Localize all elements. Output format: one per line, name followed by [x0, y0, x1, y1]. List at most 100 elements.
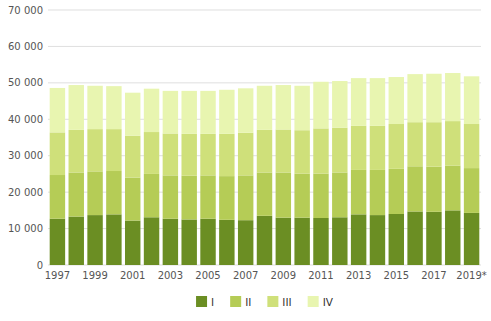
bar-segment — [163, 175, 178, 218]
y-tick-label: 0 — [37, 260, 43, 271]
bar-segment — [200, 219, 215, 265]
bar-segment — [50, 219, 65, 265]
bar-segment — [464, 124, 479, 168]
bar-segment — [125, 178, 140, 221]
y-tick-label: 40 000 — [8, 114, 43, 125]
bar-segment — [219, 134, 234, 176]
legend-swatch — [267, 296, 278, 307]
bar-segment — [181, 219, 196, 265]
bar-segment — [445, 166, 460, 211]
bar-segment — [238, 88, 253, 132]
x-tick-label: 2003 — [158, 270, 183, 281]
bar-segment — [125, 136, 140, 178]
x-tick-label: 2007 — [233, 270, 258, 281]
bar-segment — [257, 86, 272, 130]
bar-segment — [294, 130, 309, 173]
bar-segment — [426, 212, 441, 265]
bar-segment — [294, 218, 309, 265]
x-tick-label: 2013 — [346, 270, 371, 281]
bar-segment — [219, 176, 234, 220]
bar-segment — [125, 221, 140, 265]
bar-segment — [219, 90, 234, 134]
bar-segment — [445, 73, 460, 121]
bar-segment — [87, 86, 102, 129]
bar-segment — [332, 128, 347, 173]
bar-segment — [163, 219, 178, 265]
bar-segment — [50, 132, 65, 175]
bar-segment — [276, 129, 291, 172]
bar-segment — [464, 76, 479, 124]
bar-segment — [200, 91, 215, 134]
bar-segment — [181, 91, 196, 134]
bar-segment — [69, 172, 84, 216]
bar-segment — [332, 217, 347, 265]
bar-segment — [69, 130, 84, 173]
bar-segment — [313, 128, 328, 173]
x-tick-label: 2011 — [308, 270, 333, 281]
bar-segment — [407, 74, 422, 122]
bar-segment — [50, 175, 65, 219]
bar-segment — [163, 133, 178, 175]
x-tick-label: 1999 — [82, 270, 107, 281]
bar-segment — [370, 78, 385, 126]
bar-segment — [389, 214, 404, 265]
y-tick-label: 50 000 — [8, 77, 43, 88]
legend-label: II — [245, 296, 251, 308]
x-tick-label: 2017 — [421, 270, 446, 281]
bar-segment — [407, 122, 422, 166]
legend-item: I — [196, 296, 214, 308]
bar-segment — [313, 218, 328, 265]
chart: 010 00020 00030 00040 00050 00060 00070 … — [0, 0, 491, 321]
legend-item: II — [230, 296, 251, 308]
bar-segment — [238, 133, 253, 176]
bar-segment — [332, 172, 347, 217]
bar-segment — [69, 217, 84, 265]
bar-segment — [445, 121, 460, 165]
bar-segment — [219, 220, 234, 265]
y-axis: 010 00020 00030 00040 00050 00060 00070 … — [8, 5, 43, 271]
bar-segment — [238, 175, 253, 220]
bar-segment — [257, 216, 272, 265]
bar-segment — [351, 126, 366, 170]
bar-segment — [200, 134, 215, 176]
bar-segment — [50, 88, 65, 132]
bar-segment — [276, 85, 291, 129]
bar-segment — [294, 86, 309, 130]
bar-segment — [313, 82, 328, 129]
y-tick-label: 10 000 — [8, 223, 43, 234]
bar-segment — [87, 215, 102, 265]
bar-segment — [426, 167, 441, 212]
x-tick-label: 2005 — [195, 270, 220, 281]
bar-segment — [351, 170, 366, 214]
bar-segment — [464, 168, 479, 213]
bar-segment — [351, 214, 366, 265]
bar-segment — [407, 166, 422, 211]
page: {"chart_data": {"type": "bar", "stacked"… — [0, 0, 491, 321]
legend-item: III — [267, 296, 291, 308]
bar-segment — [257, 130, 272, 173]
y-tick-label: 60 000 — [8, 41, 43, 52]
bar-segment — [313, 174, 328, 218]
bar-segment — [144, 217, 159, 265]
bar-segment — [144, 174, 159, 217]
legend-label: I — [211, 296, 214, 308]
bar-segment — [276, 172, 291, 217]
grid-line — [48, 10, 481, 11]
x-axis: 1997199920012003200520072009201120132015… — [45, 270, 487, 281]
grid — [48, 10, 481, 265]
bar-segment — [257, 172, 272, 215]
bar-segment — [464, 213, 479, 265]
bars — [50, 73, 480, 265]
bar-segment — [69, 85, 84, 130]
legend: IIIIIIIV — [196, 296, 334, 308]
legend-swatch — [308, 296, 319, 307]
legend-item: IV — [308, 296, 334, 308]
legend-swatch — [196, 296, 207, 307]
bar-segment — [106, 171, 121, 214]
bar-segment — [426, 122, 441, 166]
bar-segment — [238, 220, 253, 265]
grid-line — [48, 46, 481, 47]
bar-segment — [389, 169, 404, 214]
bar-segment — [181, 134, 196, 176]
bar-segment — [144, 132, 159, 174]
